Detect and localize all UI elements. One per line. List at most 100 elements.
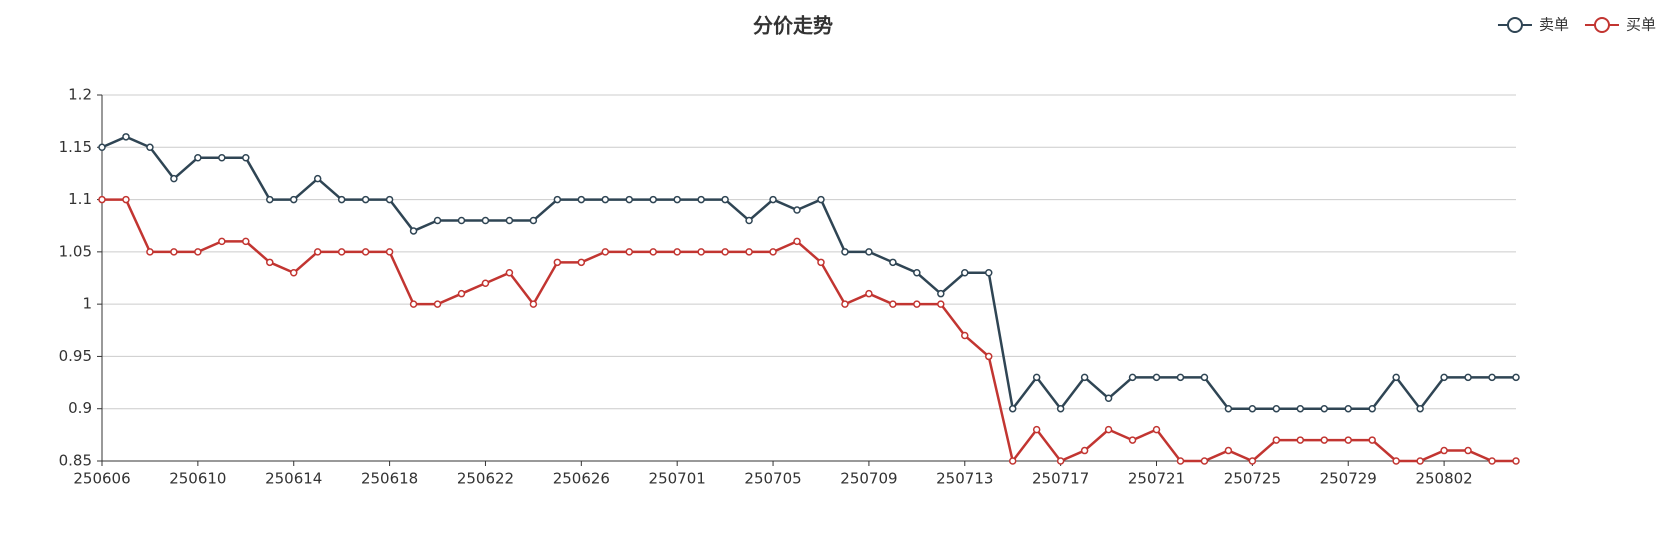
x-tick-label: 250622 — [457, 470, 514, 488]
x-tick-label: 250626 — [553, 470, 610, 488]
point — [1488, 373, 1496, 382]
point — [649, 195, 657, 204]
point — [1296, 404, 1305, 413]
point — [1080, 446, 1089, 455]
point — [1320, 436, 1329, 444]
point — [1152, 373, 1161, 382]
point — [98, 195, 106, 204]
point — [1464, 446, 1472, 455]
point — [1176, 373, 1185, 382]
point — [1320, 404, 1329, 413]
legend-item: 买单 — [1584, 16, 1656, 34]
point — [865, 289, 873, 298]
point — [577, 195, 586, 204]
point — [553, 258, 562, 267]
x-tick-label: 250802 — [1415, 470, 1472, 488]
point — [266, 258, 274, 267]
x-tick-label: 250614 — [265, 470, 322, 488]
point — [1080, 373, 1089, 382]
point — [122, 133, 130, 141]
point — [793, 206, 801, 214]
point — [961, 269, 969, 277]
point — [457, 289, 466, 298]
point — [1416, 457, 1424, 465]
point — [913, 269, 921, 277]
point — [625, 248, 634, 256]
point — [337, 195, 346, 204]
point — [218, 237, 226, 246]
point — [697, 195, 705, 204]
point — [673, 195, 681, 204]
point — [1344, 404, 1352, 413]
point — [98, 143, 106, 152]
point — [841, 248, 849, 256]
point — [1464, 373, 1472, 382]
point — [529, 300, 538, 308]
point — [1512, 373, 1520, 382]
point — [601, 195, 610, 204]
point — [266, 195, 274, 204]
x-tick-label: 250717 — [1032, 470, 1089, 488]
y-tick-label: 0.85 — [59, 452, 92, 470]
point — [242, 237, 250, 246]
point — [649, 248, 657, 256]
point — [721, 248, 729, 256]
y-tick-label: 1.05 — [59, 242, 92, 260]
point — [817, 258, 825, 267]
point — [1248, 457, 1257, 465]
point — [1224, 446, 1233, 455]
point — [1344, 436, 1352, 444]
y-tick-label: 0.9 — [68, 399, 92, 417]
y-tick-label: 1 — [82, 295, 92, 313]
x-tick-label: 250721 — [1128, 470, 1185, 488]
point — [385, 248, 394, 256]
point — [1248, 404, 1257, 413]
point — [601, 248, 610, 256]
point — [793, 237, 801, 246]
point — [984, 352, 993, 361]
point — [1224, 404, 1233, 413]
legend-icon — [1593, 17, 1610, 33]
y-tick-label: 1.1 — [68, 190, 92, 208]
legend-icon — [1506, 17, 1523, 33]
x-tick-label: 250705 — [744, 470, 801, 488]
point — [433, 300, 442, 308]
point — [1368, 404, 1376, 413]
point — [218, 153, 226, 162]
point — [194, 248, 202, 256]
point — [984, 269, 993, 277]
point — [745, 216, 753, 225]
point — [481, 279, 490, 287]
point — [769, 248, 777, 256]
point — [194, 153, 202, 162]
point — [1200, 457, 1209, 465]
point — [505, 269, 514, 277]
point — [697, 248, 705, 256]
y-tick-label: 1.15 — [59, 138, 92, 156]
point — [841, 300, 849, 308]
point — [769, 195, 777, 204]
point — [721, 195, 729, 204]
point — [505, 216, 514, 225]
point — [1512, 457, 1520, 465]
point — [1296, 436, 1305, 444]
point — [889, 258, 897, 267]
point — [625, 195, 634, 204]
y-tick-label: 0.95 — [59, 347, 92, 365]
series-line — [102, 198, 1516, 463]
point — [457, 216, 466, 225]
x-tick-label: 250713 — [936, 470, 993, 488]
point — [937, 289, 945, 298]
point — [1128, 436, 1137, 444]
point — [361, 195, 370, 204]
point — [289, 269, 298, 277]
point — [1152, 425, 1161, 434]
point — [529, 216, 538, 225]
x-tick-label: 250610 — [169, 470, 226, 488]
x-tick-label: 250725 — [1224, 470, 1281, 488]
point — [745, 248, 753, 256]
x-tick-label: 250618 — [361, 470, 418, 488]
y-tick-label: 1.2 — [68, 86, 92, 104]
point — [242, 153, 250, 162]
